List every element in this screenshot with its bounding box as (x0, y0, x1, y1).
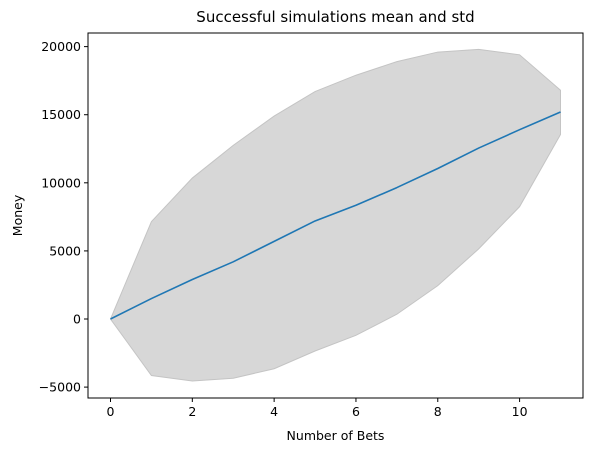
x-tick-label: 8 (434, 404, 442, 419)
x-tick-label: 4 (270, 404, 278, 419)
x-axis-label: Number of Bets (287, 428, 385, 443)
std-band (109, 48, 561, 382)
x-tick-label: 10 (512, 404, 528, 419)
plot-content (109, 48, 561, 382)
y-axis-label: Money (10, 194, 25, 236)
y-ticks: −5000 0 5000 10000 15000 20000 (39, 39, 88, 395)
y-tick-label: 0 (73, 312, 81, 327)
y-tick-label: 10000 (41, 175, 81, 190)
y-tick-label: 5000 (49, 243, 81, 258)
x-tick-label: 6 (352, 404, 360, 419)
x-tick-label: 2 (188, 404, 196, 419)
y-tick-label: 20000 (41, 39, 81, 54)
y-tick-label: 15000 (41, 107, 81, 122)
x-tick-label: 0 (107, 404, 115, 419)
plot-frame (87, 32, 584, 399)
x-ticks: 0 2 4 6 8 10 (107, 398, 528, 419)
y-tick-label: −5000 (39, 380, 81, 395)
chart-title: Successful simulations mean and std (196, 8, 474, 26)
mean-line (110, 111, 561, 320)
